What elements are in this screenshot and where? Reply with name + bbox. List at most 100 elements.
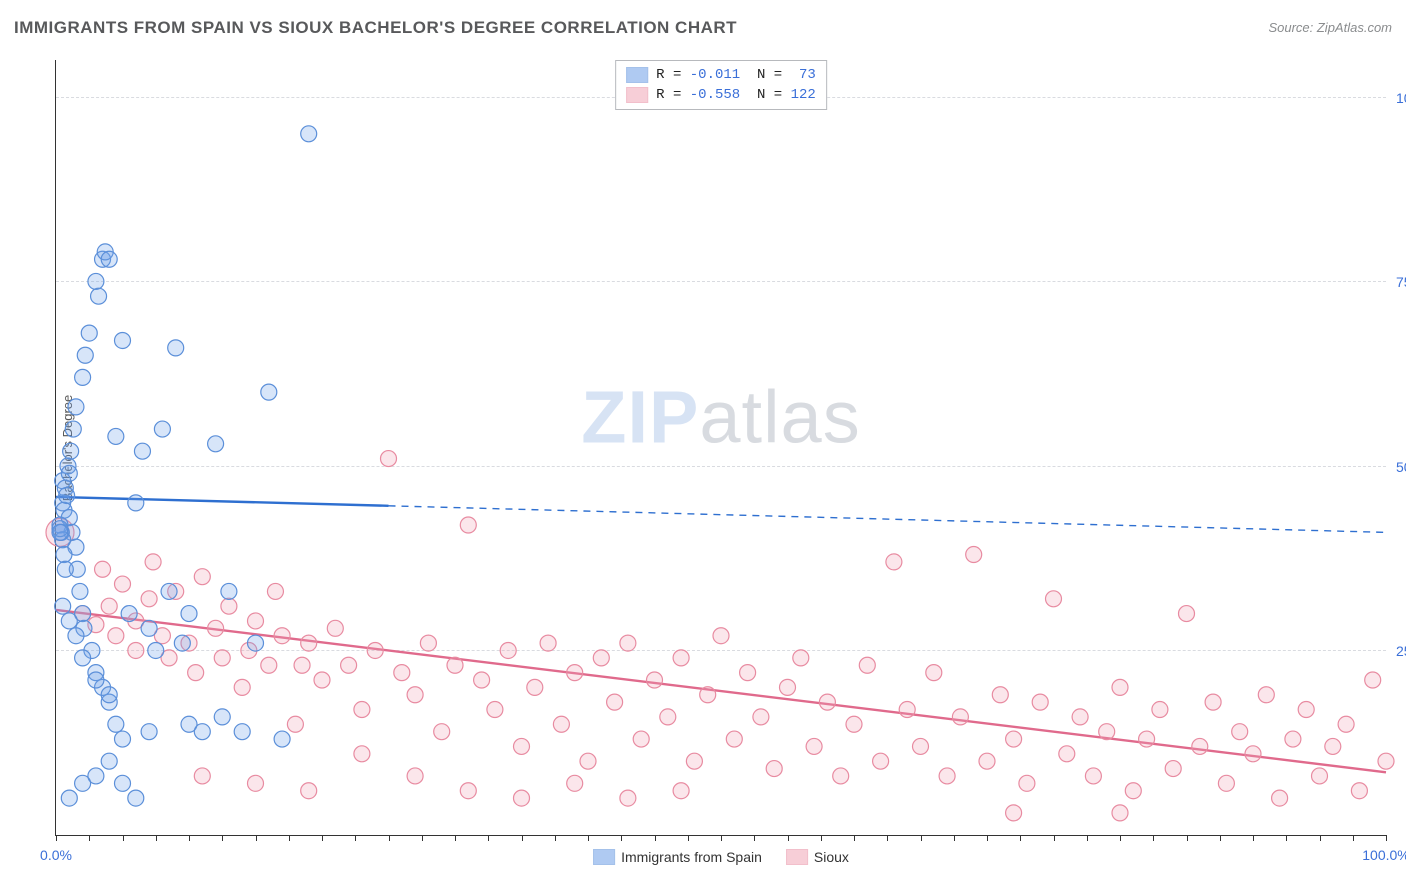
data-point-sioux: [859, 657, 875, 673]
trend-line-spain-extrapolated: [389, 506, 1387, 533]
x-tick: [1054, 835, 1055, 841]
data-point-sioux: [1072, 709, 1088, 725]
x-tick: [1320, 835, 1321, 841]
x-tick: [588, 835, 589, 841]
data-point-sioux: [274, 628, 290, 644]
x-tick: [89, 835, 90, 841]
data-point-spain: [141, 620, 157, 636]
data-point-sioux: [1179, 606, 1195, 622]
data-point-spain: [59, 487, 75, 503]
data-point-spain: [161, 583, 177, 599]
data-point-spain: [88, 273, 104, 289]
swatch-sioux: [786, 849, 808, 865]
data-point-sioux: [620, 790, 636, 806]
data-point-spain: [72, 583, 88, 599]
data-point-sioux: [926, 665, 942, 681]
data-point-sioux: [407, 687, 423, 703]
x-tick: [422, 835, 423, 841]
x-tick: [1386, 835, 1387, 841]
data-point-sioux: [806, 738, 822, 754]
data-point-sioux: [145, 554, 161, 570]
data-point-spain: [134, 443, 150, 459]
data-point-spain: [75, 369, 91, 385]
chart-title: IMMIGRANTS FROM SPAIN VS SIOUX BACHELOR'…: [14, 18, 737, 37]
data-point-sioux: [314, 672, 330, 688]
data-point-sioux: [1325, 738, 1341, 754]
x-tick: [721, 835, 722, 841]
data-point-spain: [261, 384, 277, 400]
stats-row-sioux: R = -0.558 N = 122: [626, 85, 816, 105]
stats-text-sioux: R = -0.558 N = 122: [656, 85, 816, 105]
data-point-sioux: [833, 768, 849, 784]
data-point-sioux: [267, 583, 283, 599]
data-point-spain: [128, 495, 144, 511]
data-point-spain: [77, 347, 93, 363]
data-point-spain: [101, 687, 117, 703]
data-point-sioux: [1019, 775, 1035, 791]
data-point-sioux: [660, 709, 676, 725]
x-tick: [156, 835, 157, 841]
data-point-sioux: [1285, 731, 1301, 747]
data-point-sioux: [1032, 694, 1048, 710]
data-point-sioux: [1006, 805, 1022, 821]
x-tick: [1253, 835, 1254, 841]
x-tick: [987, 835, 988, 841]
data-point-sioux: [354, 702, 370, 718]
data-point-sioux: [460, 783, 476, 799]
data-point-sioux: [766, 761, 782, 777]
x-tick: [189, 835, 190, 841]
data-point-sioux: [188, 665, 204, 681]
data-point-sioux: [819, 694, 835, 710]
data-point-sioux: [700, 687, 716, 703]
data-point-sioux: [873, 753, 889, 769]
data-point-sioux: [607, 694, 623, 710]
data-point-spain: [181, 606, 197, 622]
data-point-sioux: [214, 650, 230, 666]
data-point-spain: [65, 421, 81, 437]
data-point-spain: [148, 642, 164, 658]
data-point-sioux: [793, 650, 809, 666]
data-point-spain: [121, 606, 137, 622]
data-point-sioux: [753, 709, 769, 725]
data-point-sioux: [1245, 746, 1261, 762]
data-point-sioux: [287, 716, 303, 732]
data-point-sioux: [593, 650, 609, 666]
data-point-sioux: [128, 642, 144, 658]
legend-item-spain: Immigrants from Spain: [593, 849, 762, 865]
data-point-sioux: [1006, 731, 1022, 747]
data-point-sioux: [1112, 805, 1128, 821]
data-point-spain: [68, 628, 84, 644]
plot-area: Bachelor's Degree 25.0%50.0%75.0%100.0% …: [55, 60, 1386, 836]
data-point-sioux: [248, 775, 264, 791]
data-point-sioux: [1272, 790, 1288, 806]
data-point-sioux: [514, 738, 530, 754]
x-tick: [1120, 835, 1121, 841]
data-point-sioux: [1085, 768, 1101, 784]
data-point-sioux: [474, 672, 490, 688]
x-tick: [222, 835, 223, 841]
y-tick-label: 50.0%: [1388, 459, 1406, 475]
x-tick: [1353, 835, 1354, 841]
data-point-sioux: [1205, 694, 1221, 710]
data-point-sioux: [460, 517, 476, 533]
data-point-sioux: [1378, 753, 1394, 769]
y-tick-label: 100.0%: [1388, 90, 1406, 106]
data-point-spain: [208, 436, 224, 452]
data-point-spain: [52, 524, 68, 540]
data-point-sioux: [234, 679, 250, 695]
data-point-sioux: [341, 657, 357, 673]
data-point-sioux: [394, 665, 410, 681]
data-point-spain: [115, 775, 131, 791]
data-point-sioux: [381, 451, 397, 467]
data-point-spain: [168, 340, 184, 356]
data-point-spain: [75, 775, 91, 791]
data-point-sioux: [1059, 746, 1075, 762]
data-point-spain: [81, 325, 97, 341]
data-point-spain: [61, 790, 77, 806]
x-tick: [1286, 835, 1287, 841]
x-tick: [854, 835, 855, 841]
x-tick: [921, 835, 922, 841]
data-point-spain: [248, 635, 264, 651]
x-tick: [688, 835, 689, 841]
x-tick: [1153, 835, 1154, 841]
